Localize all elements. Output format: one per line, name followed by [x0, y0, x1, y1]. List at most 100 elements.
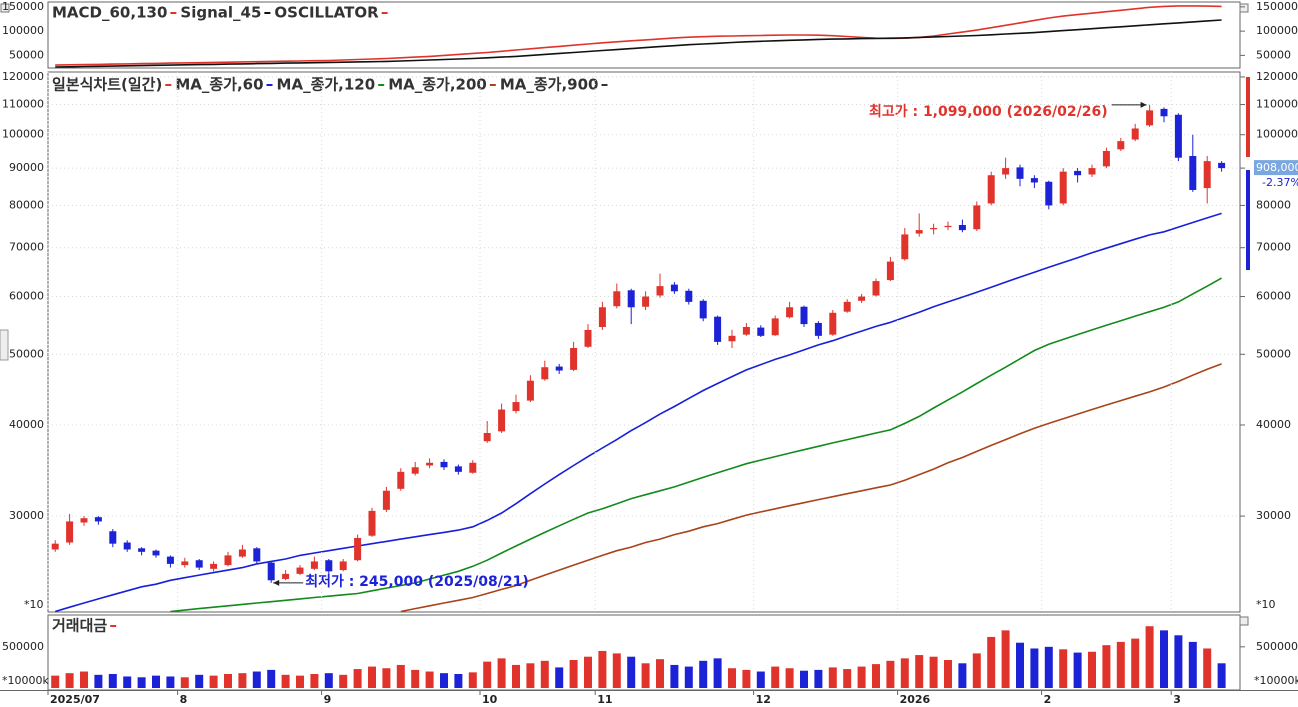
volume-bar: [1116, 641, 1125, 688]
y-tick-label: 30000: [9, 509, 44, 522]
candle-body: [858, 296, 866, 301]
volume-bar: [267, 669, 276, 688]
candle-body: [109, 531, 117, 544]
volume-bar: [728, 668, 736, 688]
volume-bar: [1174, 635, 1183, 688]
candle-body: [613, 291, 621, 307]
volume-bar: [281, 674, 290, 688]
volume-bar: [540, 660, 549, 688]
volume-bar: [1188, 641, 1197, 688]
volume-bar: [828, 667, 837, 688]
candle-body: [699, 300, 707, 319]
candle-body: [1117, 141, 1125, 150]
candle-body: [325, 560, 333, 572]
x-tick-label: 2025/07: [50, 693, 100, 706]
high-annotation: 최고가 : 1,099,000 (2026/02/26): [869, 104, 1108, 120]
candle-body: [1045, 181, 1053, 206]
candle-body: [152, 550, 160, 556]
volume-bar: [699, 660, 708, 688]
candle-body: [51, 543, 59, 550]
annotation-arrowhead: [1140, 101, 1147, 108]
candle-body: [1218, 162, 1226, 169]
unit-label: *10: [1256, 598, 1276, 611]
candle-body: [1074, 170, 1082, 176]
volume-bar: [598, 650, 607, 688]
panel-button[interactable]: [0, 3, 10, 13]
candle-body: [526, 380, 534, 401]
volume-bar: [915, 655, 924, 688]
volume-bar: [411, 669, 420, 688]
macd-panel: [47, 1, 1241, 69]
volume-bar: [353, 669, 362, 688]
candle-body: [757, 327, 765, 336]
legend-label: MA_종가,200: [388, 76, 487, 94]
volume-bar: [209, 675, 218, 688]
x-tick-label: 8: [180, 693, 188, 706]
x-tick-label: 11: [597, 693, 612, 706]
candle-body: [742, 326, 750, 335]
candle-body: [642, 296, 650, 307]
candle-body: [382, 490, 390, 510]
candle-body: [210, 563, 218, 569]
candle-body: [123, 542, 131, 550]
candle-body: [138, 548, 146, 552]
y-tick-label: 120000: [2, 70, 44, 83]
unit-label: *10000k: [1254, 674, 1298, 687]
series-line: [55, 19, 1222, 68]
x-tick-label: 2: [1044, 693, 1052, 706]
volume-bar: [684, 666, 693, 688]
panel-button[interactable]: [1239, 3, 1249, 13]
x-tick-label: 3: [1173, 693, 1181, 706]
candle-body: [814, 322, 822, 336]
volume-bar: [1001, 630, 1010, 688]
legend-label: OSCILLATOR: [274, 4, 379, 22]
x-tick-label: 12: [756, 693, 771, 706]
volume-bar: [1131, 638, 1140, 688]
volume-bar: [195, 674, 204, 688]
candle-body: [915, 230, 923, 234]
y-tick-label: 30000: [1256, 509, 1291, 522]
candle-body: [1059, 171, 1067, 204]
unit-label: *10: [24, 598, 44, 611]
volume-bar: [872, 664, 880, 688]
volume-bar: [512, 664, 520, 688]
candle-body: [1102, 150, 1110, 167]
candle-body: [771, 318, 779, 336]
candle-body: [339, 561, 347, 571]
candle-body: [714, 316, 722, 342]
volume-bar: [1203, 648, 1212, 688]
candle-body: [1174, 114, 1182, 158]
volume-bar: [944, 660, 952, 688]
candle-body: [267, 562, 275, 581]
volume-bar: [166, 676, 175, 688]
annotation-arrowhead: [273, 579, 280, 586]
volume-bar: [555, 667, 564, 688]
x-tick-label: 9: [324, 693, 332, 706]
volume-bar: [972, 653, 981, 688]
side-toggle[interactable]: [0, 329, 9, 361]
candle-body: [685, 290, 693, 302]
y-tick-label: 70000: [1256, 241, 1291, 254]
candle-body: [195, 560, 203, 568]
volume-bar: [1030, 648, 1039, 688]
candle-body: [440, 461, 448, 468]
panel-button[interactable]: [1239, 616, 1249, 626]
candle-body: [987, 175, 995, 204]
volume-bar: [1160, 630, 1168, 688]
volume-bar: [958, 663, 967, 688]
candle-body: [354, 537, 362, 561]
volume-bar: [180, 677, 189, 688]
volume-bar: [324, 673, 333, 688]
candle-body: [958, 225, 966, 231]
y-tick-label: 100000: [2, 128, 44, 141]
volume-bar: [108, 674, 117, 688]
volume-bar: [1016, 642, 1024, 688]
price-panel: [47, 71, 1241, 613]
candle-body: [1189, 156, 1197, 190]
y-tick-label: 80000: [9, 198, 44, 211]
volume-bar: [569, 660, 578, 688]
candle-body: [296, 567, 304, 574]
candle-body: [512, 402, 520, 412]
legend-label: 거래대금: [52, 617, 107, 635]
price-range-down: [1246, 170, 1250, 270]
